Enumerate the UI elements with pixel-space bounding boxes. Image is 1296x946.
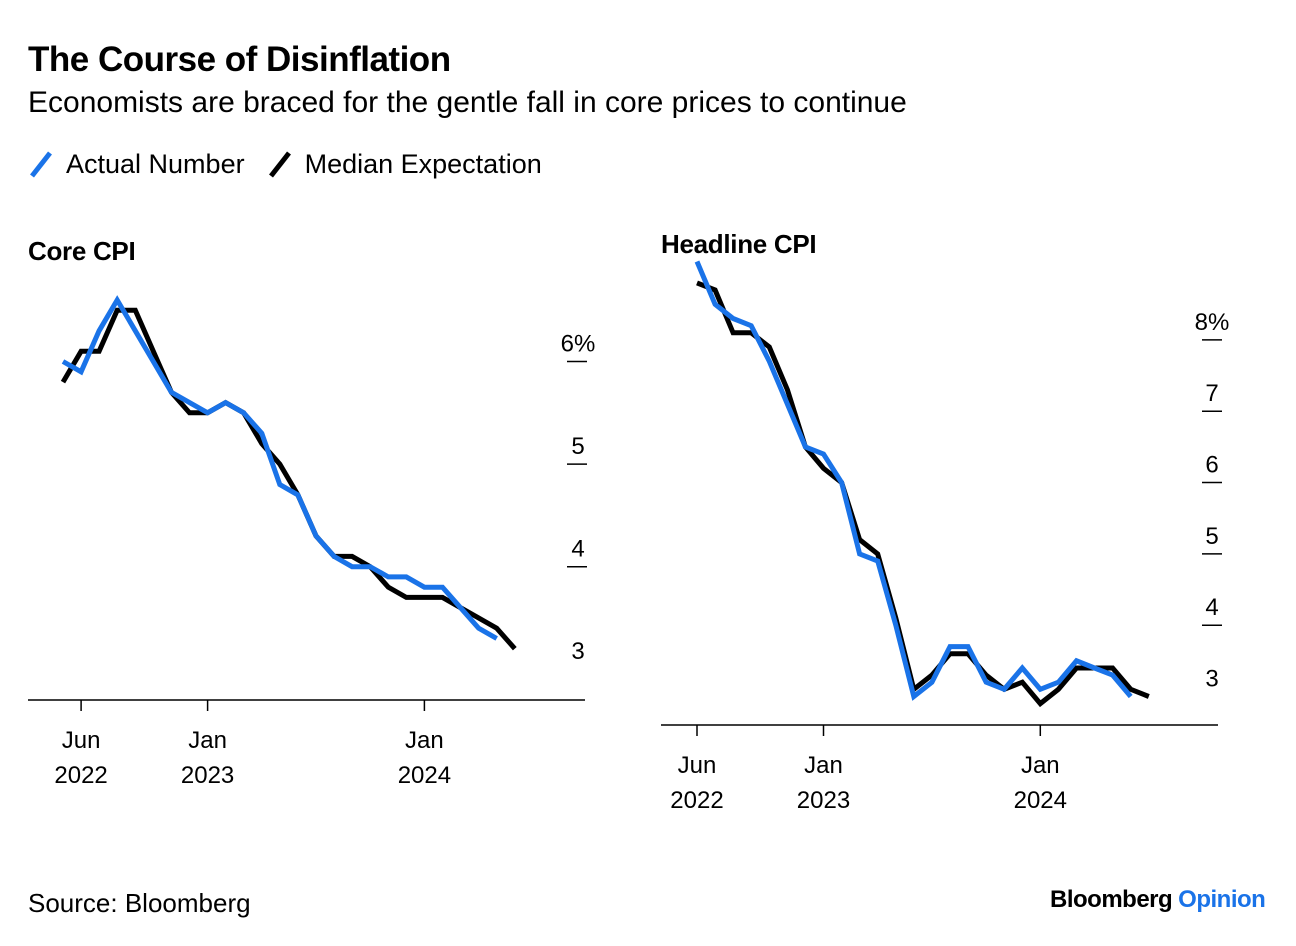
legend-swatch-actual bbox=[30, 151, 52, 178]
headline-series-expectation-line bbox=[696, 280, 1150, 708]
chart-subtitle: Economists are braced for the gentle fal… bbox=[28, 86, 907, 119]
core-y-tick-label-5: 5 bbox=[571, 433, 584, 460]
headline-x-tick-label-2024-01-0: Jan bbox=[1021, 752, 1060, 779]
core-y-tick-label-3: 3 bbox=[571, 638, 584, 665]
core-x-tick-label-2023-01-1: 2023 bbox=[181, 762, 234, 789]
headline-y-tick-label-5: 5 bbox=[1205, 523, 1218, 550]
core-x-tick-label-2024-01-1: 2024 bbox=[398, 762, 451, 789]
core-cpi-title: Core CPI bbox=[28, 236, 136, 266]
headline-y-tick-label-3: 3 bbox=[1205, 666, 1218, 693]
legend-label-expectation: Median Expectation bbox=[304, 148, 542, 179]
headline-x-tick-label-2023-01-1: 2023 bbox=[797, 787, 850, 814]
legend: Actual Number Median Expectation bbox=[28, 146, 564, 182]
core-y-tick-label-6: 6% bbox=[561, 331, 596, 358]
core-y-tick-label-4: 4 bbox=[571, 536, 584, 563]
brand-name: Bloomberg bbox=[1050, 886, 1173, 913]
legend-label-actual: Actual Number bbox=[66, 148, 245, 179]
headline-x-tick-label-2023-01-0: Jan bbox=[804, 752, 843, 779]
legend-swatch-expectation bbox=[268, 151, 291, 178]
source-note: Source: Bloomberg bbox=[28, 888, 251, 918]
headline-y-tick-label-7: 7 bbox=[1205, 380, 1218, 407]
core-series-actual-line bbox=[61, 295, 498, 641]
legend-item-actual: Actual Number bbox=[28, 149, 245, 180]
headline-y-tick-label-8: 8% bbox=[1195, 309, 1230, 336]
headline-x-tick-label-2022-06-0: Jun bbox=[678, 752, 717, 779]
brand-logo: Bloomberg Opinion bbox=[1050, 886, 1266, 914]
core-x-tick-label-2023-01-0: Jan bbox=[188, 727, 227, 754]
brand-suffix: Opinion bbox=[1178, 886, 1266, 913]
headline-x-tick-label-2022-06-1: 2022 bbox=[670, 787, 723, 814]
chart-title: The Course of Disinflation bbox=[28, 40, 451, 79]
headline-cpi-title: Headline CPI bbox=[661, 229, 817, 259]
core-x-tick-label-2022-06-0: Jun bbox=[62, 727, 101, 754]
core-series-expectation-line bbox=[60, 307, 517, 651]
core-x-tick-label-2024-01-0: Jan bbox=[405, 727, 444, 754]
core-x-tick-label-2022-06-1: 2022 bbox=[54, 762, 107, 789]
headline-y-tick-label-6: 6 bbox=[1205, 452, 1218, 479]
headline-y-tick-label-4: 4 bbox=[1205, 594, 1218, 621]
legend-item-expectation: Median Expectation bbox=[267, 149, 542, 180]
headline-series-actual-line bbox=[694, 260, 1133, 701]
headline-x-tick-label-2024-01-1: 2024 bbox=[1014, 787, 1067, 814]
